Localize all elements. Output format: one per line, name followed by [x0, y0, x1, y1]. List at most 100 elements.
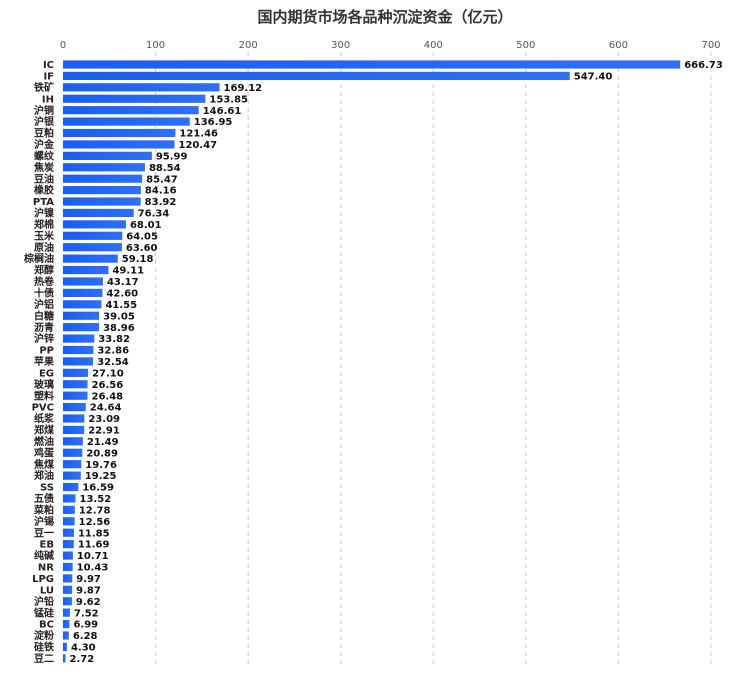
bar [63, 391, 88, 400]
category-label: 白糖 [34, 309, 54, 322]
bar [63, 517, 75, 526]
bar-value-label: 41.55 [105, 300, 137, 311]
bar [63, 197, 141, 206]
bar [63, 151, 152, 160]
bar [63, 265, 109, 275]
category-label: 玻璃 [34, 378, 54, 391]
bar [63, 254, 118, 263]
bar-value-label: 68.01 [130, 220, 162, 231]
chart-title: 国内期货市场各品种沉淀资金（亿元） [257, 8, 512, 26]
bar-value-label: 32.54 [97, 357, 129, 368]
bar [63, 437, 83, 446]
x-tick-label: 300 [331, 40, 350, 51]
category-label: 沪铅 [34, 595, 54, 608]
category-label: 沪铜 [34, 104, 54, 117]
bar-value-label: 6.28 [73, 631, 98, 642]
value-labels: 666.73 547.40 169.12153.85146.61136.95121.… [70, 60, 723, 665]
category-label: 螺纹 [34, 149, 55, 162]
category-label: 豆一 [34, 527, 54, 539]
bar-value-label: 26.48 [92, 391, 124, 402]
category-label: 焦煤 [33, 458, 54, 471]
category-label: 锰硅 [34, 606, 54, 619]
bar-value-label: 95.99 [156, 151, 188, 162]
bar [63, 368, 89, 377]
bar [63, 562, 73, 572]
bar-value-label: 33.82 [98, 334, 130, 345]
x-tick-label: 400 [424, 40, 443, 51]
bar-value-label: 24.64 [90, 403, 122, 414]
category-label: IF [43, 72, 54, 83]
x-tick-label: 500 [516, 40, 535, 51]
bar [63, 323, 100, 332]
bar-value-label: 4.30 [71, 643, 96, 654]
category-label: 沪铝 [34, 298, 54, 311]
bar [63, 60, 681, 69]
bar-value-label: 22.91 [88, 426, 120, 437]
category-label: LU [40, 585, 54, 596]
bar [63, 186, 141, 195]
bar-value-label: 10.71 [77, 551, 109, 562]
category-label: 沪锌 [34, 332, 54, 345]
category-label: 豆油 [34, 172, 54, 185]
bar [63, 448, 83, 457]
bar [63, 231, 123, 240]
category-label: 沪镍 [34, 207, 54, 220]
category-label: 热卷 [34, 275, 55, 288]
bar-value-label: 59.18 [122, 254, 154, 265]
bar-value-label: 169.12 [224, 83, 263, 94]
x-tick-label: 0 [60, 40, 66, 51]
x-axis-ticks: 0 100 200 300 400 500 600 700 [60, 40, 721, 51]
bar-value-label: 20.89 [86, 448, 118, 459]
category-label: 郑醇 [34, 264, 54, 277]
category-label: 鸡蛋 [33, 446, 54, 459]
category-label: BC [39, 620, 54, 631]
category-label: 苹果 [34, 355, 55, 368]
bar [63, 585, 73, 594]
category-label: 豆二 [34, 653, 54, 665]
bar [63, 540, 74, 549]
bar [63, 494, 76, 503]
bar-value-label: 43.17 [107, 277, 139, 288]
bar [63, 528, 74, 537]
bar-value-label: 49.11 [112, 266, 144, 277]
bar-value-label: 32.86 [97, 346, 129, 357]
bar [63, 83, 220, 92]
bar [63, 654, 66, 663]
category-label: 玉米 [34, 229, 55, 242]
bar-value-label: 9.62 [76, 597, 101, 608]
bar-value-label: 153.85 [209, 94, 248, 105]
category-label: IC [43, 60, 54, 71]
bar [63, 642, 67, 652]
category-label: 沪银 [34, 115, 55, 128]
bar [63, 300, 102, 309]
category-label: 焦炭 [33, 161, 54, 174]
category-label: 燃油 [34, 435, 54, 448]
bar [63, 174, 143, 183]
category-label: LPG [32, 574, 54, 585]
bar-value-label: 38.96 [103, 323, 135, 334]
bar [63, 414, 85, 423]
category-label: EB [40, 540, 54, 551]
bar-value-label: 76.34 [138, 209, 170, 220]
bar-value-label: 13.52 [80, 494, 112, 505]
bar [63, 140, 175, 149]
bar-value-label: 88.54 [149, 163, 181, 174]
category-label: 原油 [34, 241, 54, 254]
x-tick-label: 600 [609, 40, 628, 51]
x-tick-label: 100 [146, 40, 165, 51]
bar [63, 220, 126, 229]
category-labels: ICIF铁矿IH沪铜沪银豆粕沪金螺纹焦炭豆油橡胶PTA沪镍郑棉玉米原油棕榈油郑醇… [23, 60, 55, 665]
bar-value-label: 26.56 [92, 380, 124, 391]
bar [63, 94, 206, 103]
bar-value-label: 11.85 [78, 528, 110, 539]
bar [63, 277, 103, 286]
bar-value-label: 64.05 [126, 231, 158, 242]
bar [63, 106, 199, 115]
category-label: 淀粉 [34, 629, 54, 642]
category-label: 铁矿 [34, 81, 54, 94]
bar-value-label: 27.10 [92, 368, 124, 379]
bar-value-label: 12.78 [79, 505, 111, 516]
bar [63, 505, 75, 514]
bar [63, 334, 95, 343]
